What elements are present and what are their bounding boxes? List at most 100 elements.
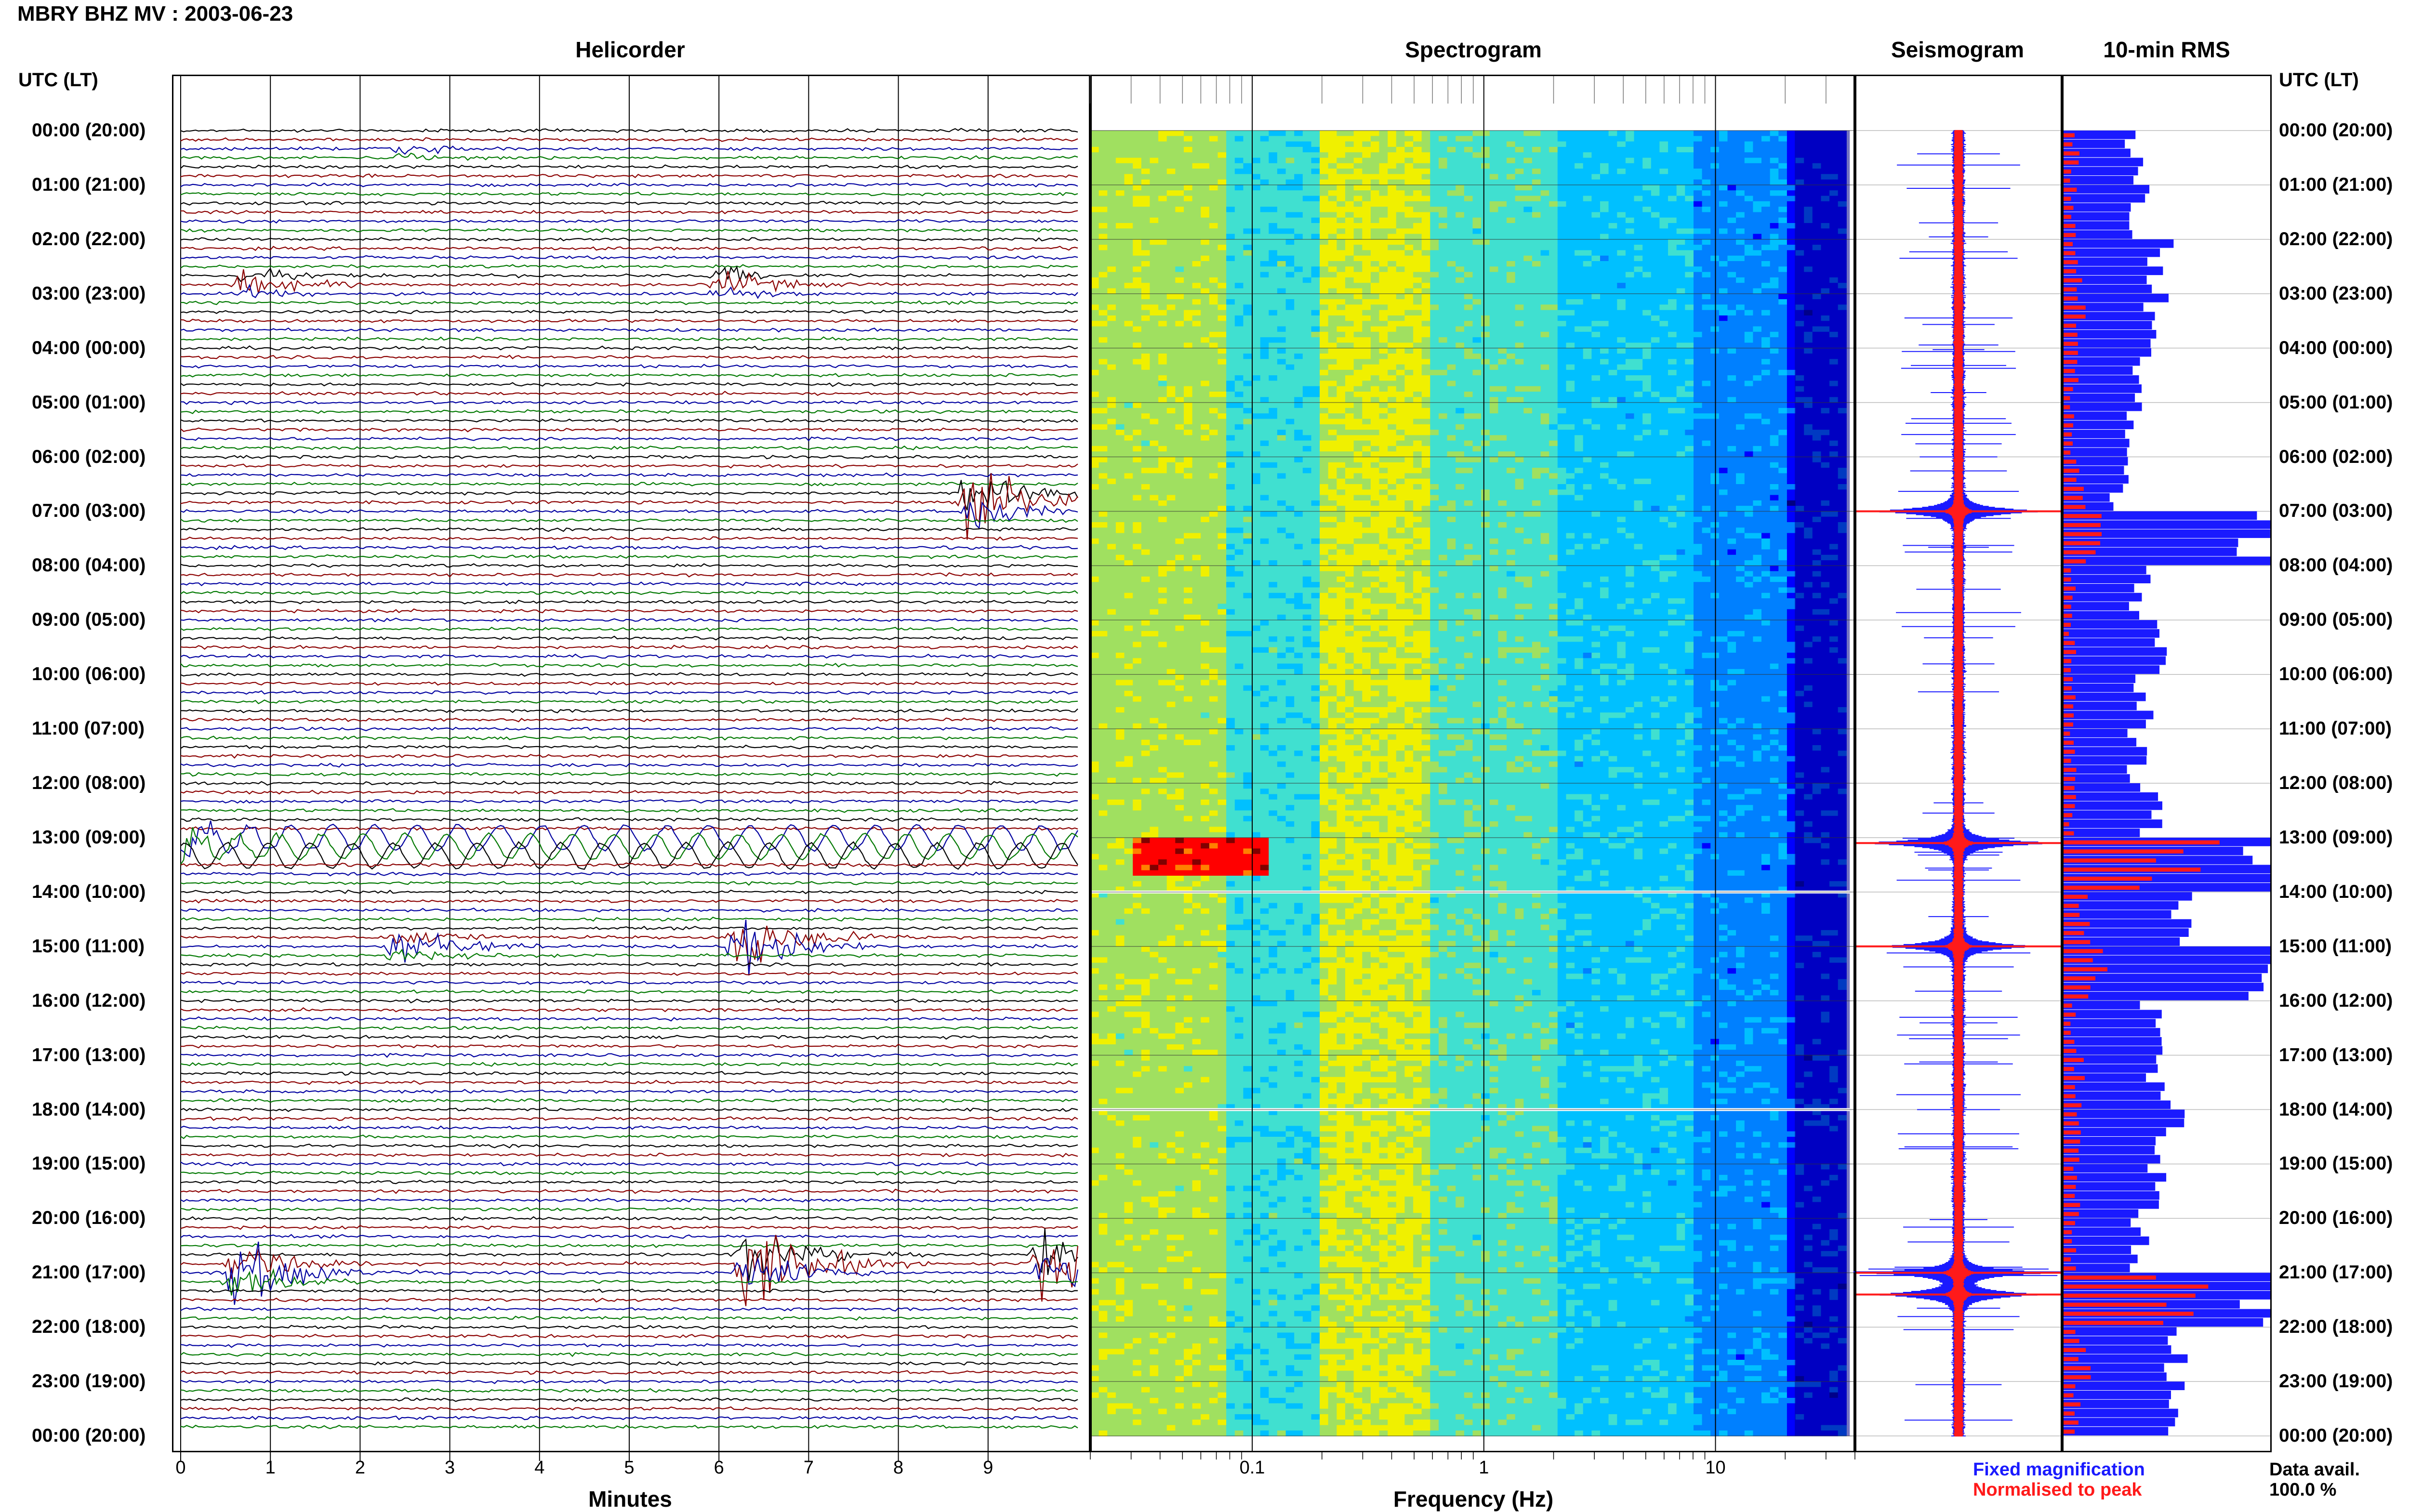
helicorder-trace	[180, 1352, 1078, 1357]
spectrogram-cell	[1515, 217, 1524, 224]
spectrogram-cell	[1685, 184, 1694, 191]
spectrogram-cell	[1447, 190, 1456, 197]
spectrogram-cell	[1269, 131, 1278, 136]
spectrogram-cell	[1133, 131, 1142, 136]
spectrogram-cell	[1124, 141, 1133, 147]
spectrogram-cell	[1507, 158, 1516, 164]
helicorder-trace	[180, 1216, 1078, 1221]
spectrogram-cell	[1260, 212, 1269, 218]
spectrogram-cell	[1124, 152, 1133, 158]
spectrogram-cell	[1345, 217, 1354, 224]
spectrogram-cell	[1591, 239, 1601, 245]
spectrogram-cell	[1702, 190, 1711, 197]
spectrogram-cell	[1115, 179, 1125, 185]
spectrogram-cell	[1736, 169, 1745, 174]
hour-label-left: 05:00 (01:00)	[32, 392, 146, 413]
spectrogram-cell	[1218, 184, 1227, 191]
spectrogram-cell	[1107, 201, 1116, 207]
spectrogram-cell	[1277, 239, 1286, 245]
spectrogram-cell	[1464, 158, 1473, 164]
spectrogram-cell	[1549, 217, 1558, 224]
spectrogram-cell	[1209, 179, 1218, 185]
spectrogram-cell	[1166, 146, 1176, 153]
spectrogram-cell	[1379, 223, 1388, 229]
spectrogram-cell	[1090, 136, 1099, 142]
spectrogram-cell	[1575, 174, 1584, 180]
spectrogram-cell	[1218, 223, 1227, 229]
spectrogram-cell	[1226, 201, 1235, 207]
hour-label-right: 20:00 (16:00)	[2279, 1208, 2393, 1229]
spectrogram-cell	[1345, 212, 1354, 218]
spectrogram-cell	[1430, 146, 1439, 153]
spectrogram-cell	[1099, 158, 1108, 164]
spectrogram-cell	[1158, 190, 1167, 197]
spectrogram-cell	[1099, 163, 1108, 169]
spectrogram-cell	[1345, 201, 1354, 207]
spectrogram-cell	[1668, 201, 1677, 207]
spectrogram-cell	[1362, 190, 1371, 197]
spectrogram-cell	[1787, 212, 1796, 218]
spectrogram-cell	[1311, 212, 1320, 218]
spectrogram-cell	[1175, 158, 1184, 164]
spectrogram-cell	[1727, 190, 1736, 197]
spectrogram-cell	[1549, 152, 1558, 158]
spectrogram-cell	[1676, 234, 1685, 240]
spectrogram-cell	[1583, 179, 1592, 185]
spectrogram-cell	[1489, 212, 1498, 218]
spectrogram-cell	[1566, 136, 1575, 142]
hour-label-right: 08:00 (04:00)	[2279, 555, 2393, 576]
spectrogram-cell	[1328, 212, 1337, 218]
helicorder-trace	[180, 1079, 1078, 1085]
spectrogram-cell	[1337, 228, 1346, 235]
spectrogram-cell	[1184, 234, 1193, 240]
spectrogram-cell	[1353, 131, 1363, 136]
spectrogram-cell	[1090, 228, 1099, 235]
spectrogram-cell	[1694, 158, 1703, 164]
spectrogram-cell	[1133, 174, 1142, 180]
hour-label-right: 01:00 (21:00)	[2279, 174, 2393, 196]
spectrogram-cell	[1736, 179, 1745, 185]
spectrogram-cell	[1447, 146, 1456, 153]
spectrogram-cell	[1107, 152, 1116, 158]
spectrogram-cell	[1642, 163, 1652, 169]
helicorder-traces	[180, 128, 1079, 1430]
spectrogram-cell	[1362, 146, 1371, 153]
spectrogram-cell	[1617, 158, 1626, 164]
spectrogram-cell	[1761, 201, 1771, 207]
spectrogram-cell	[1719, 212, 1728, 218]
spectrogram-cell	[1608, 146, 1617, 153]
spectrogram-cell	[1192, 136, 1201, 142]
spectrogram-cell	[1099, 169, 1108, 174]
spectrogram-cell	[1218, 141, 1227, 147]
spectrogram-cell	[1676, 184, 1685, 191]
spectrogram-cell	[1141, 146, 1150, 153]
spectrogram-cell	[1472, 245, 1482, 250]
spectrogram-cell	[1702, 169, 1711, 174]
spectrogram-cell	[1192, 217, 1201, 224]
spectrogram-cell	[1659, 141, 1668, 147]
spectrogram-cell	[1252, 146, 1261, 153]
spectrogram-cell	[1404, 239, 1414, 245]
spectrogram-cell	[1260, 163, 1269, 169]
spectrogram-cell	[1549, 201, 1558, 207]
spectrogram-cell	[1302, 217, 1311, 224]
spectrogram-cell	[1260, 245, 1269, 250]
spectrogram-cell	[1481, 190, 1490, 197]
spectrogram-cell	[1591, 212, 1601, 218]
spectrogram-cell	[1625, 141, 1635, 147]
hour-label-left: 16:00 (12:00)	[32, 990, 146, 1012]
spectrogram-cell	[1694, 207, 1703, 212]
spectrogram-cell	[1260, 207, 1269, 212]
spectrogram-cell	[1761, 196, 1771, 202]
spectrogram-cell	[1634, 152, 1643, 158]
spectrogram-cell	[1532, 158, 1541, 164]
spectrogram-cell	[1464, 174, 1473, 180]
spectrogram-cell	[1337, 152, 1346, 158]
hour-label-left: 19:00 (15:00)	[32, 1153, 146, 1174]
spectrogram-cell	[1472, 207, 1482, 212]
spectrogram-cell	[1753, 190, 1762, 197]
helicorder-trace	[180, 327, 1078, 333]
spectrogram-cell	[1150, 131, 1159, 136]
spectrogram-cell	[1294, 223, 1303, 229]
spectrogram-cell	[1540, 228, 1549, 235]
